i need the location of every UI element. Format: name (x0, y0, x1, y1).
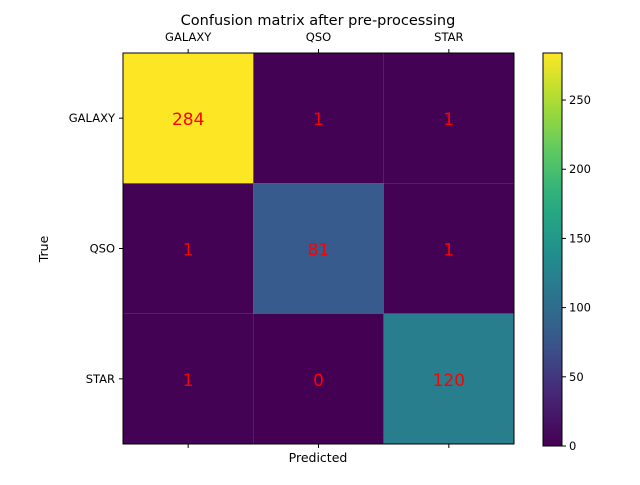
cell-value-label: 0 (313, 371, 324, 391)
colorbar-tick-label: 150 (569, 231, 591, 245)
x-axis-label: Predicted (289, 450, 348, 465)
matrix-cell (123, 183, 254, 314)
y-tick-label: QSO (90, 242, 115, 256)
y-tick-label: STAR (86, 372, 115, 386)
matrix-cell (383, 53, 514, 184)
colorbar-bar (542, 52, 563, 447)
x-tick-label: QSO (306, 30, 331, 44)
matrix-cell (383, 313, 514, 444)
cell-value-label: 1 (443, 110, 454, 130)
x-tick-label: STAR (434, 30, 463, 44)
matrix-cells: 284 1 1 1 81 1 1 0 120 GALAXY QSO STAR GALAXY QSO STAR (69, 30, 515, 448)
cell-value-label: 81 (308, 241, 330, 261)
colorbar: 0 50 100 150 200 250 (542, 52, 591, 453)
cell-value-label: 284 (172, 110, 204, 130)
y-tick-label: GALAXY (69, 111, 116, 125)
y-axis-label: True (36, 235, 51, 263)
colorbar-tick-label: 0 (569, 439, 576, 453)
colorbar-tick-label: 250 (569, 93, 591, 107)
cell-value-label: 1 (183, 241, 194, 261)
matrix-cell (123, 53, 254, 184)
chart-title: Confusion matrix after pre-processing (181, 13, 456, 29)
x-tick-label: GALAXY (165, 30, 212, 44)
matrix-cell (383, 183, 514, 314)
matrix-cell (253, 183, 384, 314)
cell-value-label: 1 (443, 241, 454, 261)
cell-value-label: 120 (433, 371, 465, 391)
cell-value-label: 1 (183, 371, 194, 391)
matrix-cell (253, 53, 384, 184)
matrix-cell (123, 313, 254, 444)
colorbar-tick-label: 50 (569, 370, 584, 384)
colorbar-tick-label: 100 (569, 301, 591, 315)
matrix-cell (253, 313, 384, 444)
colorbar-tick-label: 200 (569, 162, 591, 176)
cell-value-label: 1 (313, 110, 324, 130)
